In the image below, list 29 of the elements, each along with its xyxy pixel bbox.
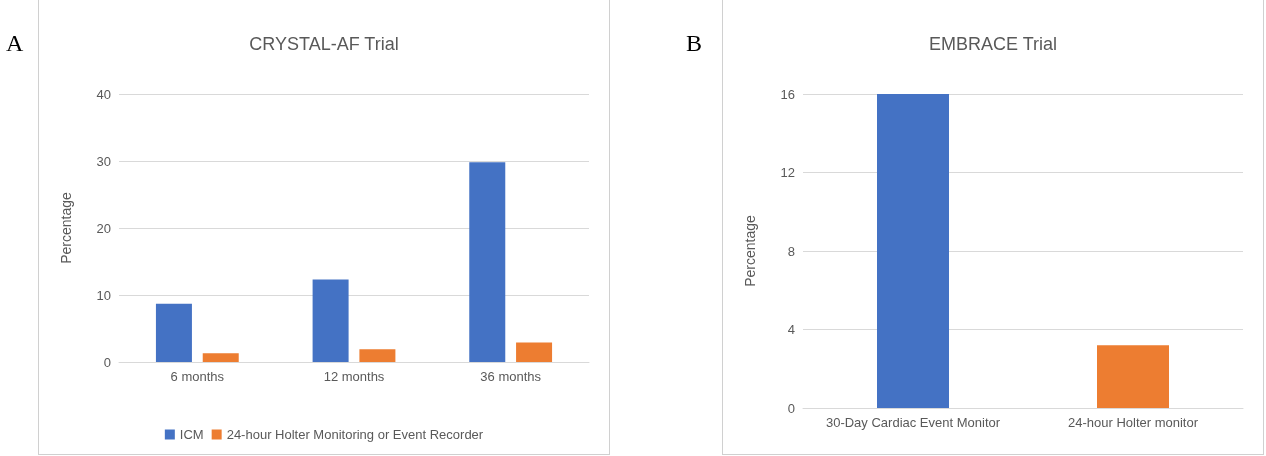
chart-title: EMBRACE Trial [928, 34, 1058, 54]
y-tick-label: 8 [787, 243, 795, 259]
y-tick-label: 12 [780, 165, 795, 180]
y-tick-label: 0 [103, 354, 111, 370]
y-tick-label: 30 [96, 153, 111, 169]
y-tick-label: 0 [787, 400, 795, 416]
y-tick-label: 20 [96, 220, 111, 236]
y-tick-label: 10 [96, 287, 111, 303]
x-tick-label: 36 months [480, 369, 542, 384]
chart-title: CRYSTAL-AF Trial [249, 34, 399, 54]
bar [155, 303, 192, 362]
bar [202, 353, 239, 362]
y-tick-label: 16 [780, 86, 795, 102]
x-tick-label: 6 months [170, 369, 225, 384]
y-axis-title: Percentage [742, 214, 758, 287]
x-tick-label: 12 months [323, 369, 385, 384]
y-tick-label: 40 [96, 86, 111, 102]
text: B [686, 30, 703, 57]
x-tick-label: 30-Day Cardiac Event Monitor [825, 415, 1001, 430]
y-axis-title: Percentage [58, 191, 74, 264]
legend-label: 24-hour Holter Monitoring or Event Recorder [226, 427, 484, 442]
x-tick-label: 24-hour Holter monitor [1067, 415, 1199, 430]
legend-label: ICM [179, 427, 204, 442]
bar [469, 162, 506, 362]
bar [516, 342, 553, 362]
bar [359, 349, 396, 362]
bar [312, 279, 349, 362]
text: A [6, 30, 24, 57]
y-tick-label: 4 [787, 322, 795, 337]
